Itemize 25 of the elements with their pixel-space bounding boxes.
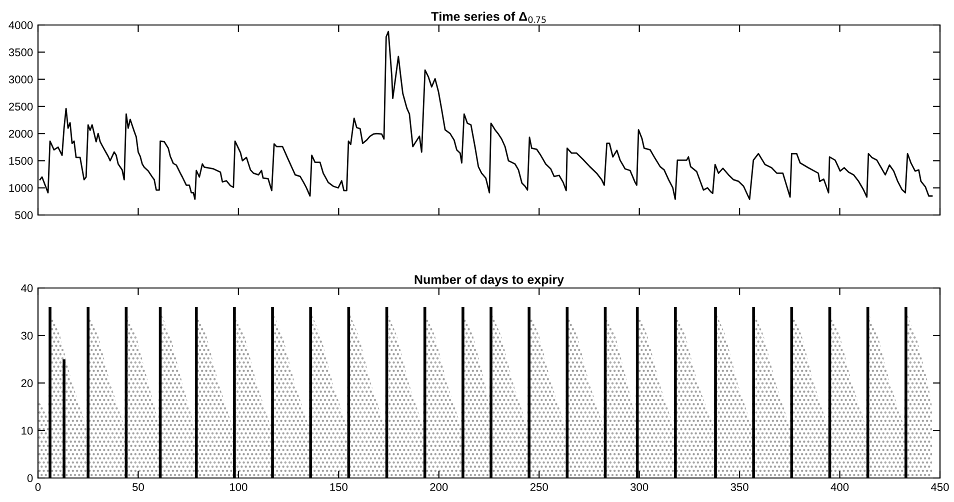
x-tick-label: 450 <box>930 483 949 492</box>
y-tick-label: 20 <box>21 379 33 388</box>
x-tick-label: 400 <box>830 483 849 492</box>
y-tick-label: 2500 <box>8 102 33 111</box>
y-tick-label: 1500 <box>9 156 33 165</box>
x-tick-label: 0 <box>35 483 41 492</box>
y-tick-label: 30 <box>21 332 33 340</box>
y-tick-label: 500 <box>15 211 33 220</box>
x-tick-label: 200 <box>430 483 448 492</box>
chart-title: Time series of Δ$_{0.75}$ <box>431 12 546 23</box>
y-tick-label: 10 <box>22 426 33 435</box>
chart-title: Number of days to expiry <box>414 274 564 286</box>
y-tick-label: 4000 <box>8 21 33 30</box>
x-tick-label: 300 <box>630 483 648 492</box>
y-tick-label: 3500 <box>8 48 33 56</box>
x-tick-label: 50 <box>132 483 144 492</box>
x-tick-label: 150 <box>330 483 348 492</box>
y-tick-label: 1000 <box>9 184 33 192</box>
y-tick-label: 3000 <box>8 76 33 84</box>
y-tick-label: 0 <box>27 474 33 482</box>
x-tick-label: 350 <box>730 483 748 492</box>
x-tick-label: 100 <box>230 483 248 492</box>
y-tick-label: 2000 <box>8 130 33 138</box>
x-tick-label: 250 <box>530 483 548 492</box>
y-tick-label: 40 <box>21 284 33 292</box>
